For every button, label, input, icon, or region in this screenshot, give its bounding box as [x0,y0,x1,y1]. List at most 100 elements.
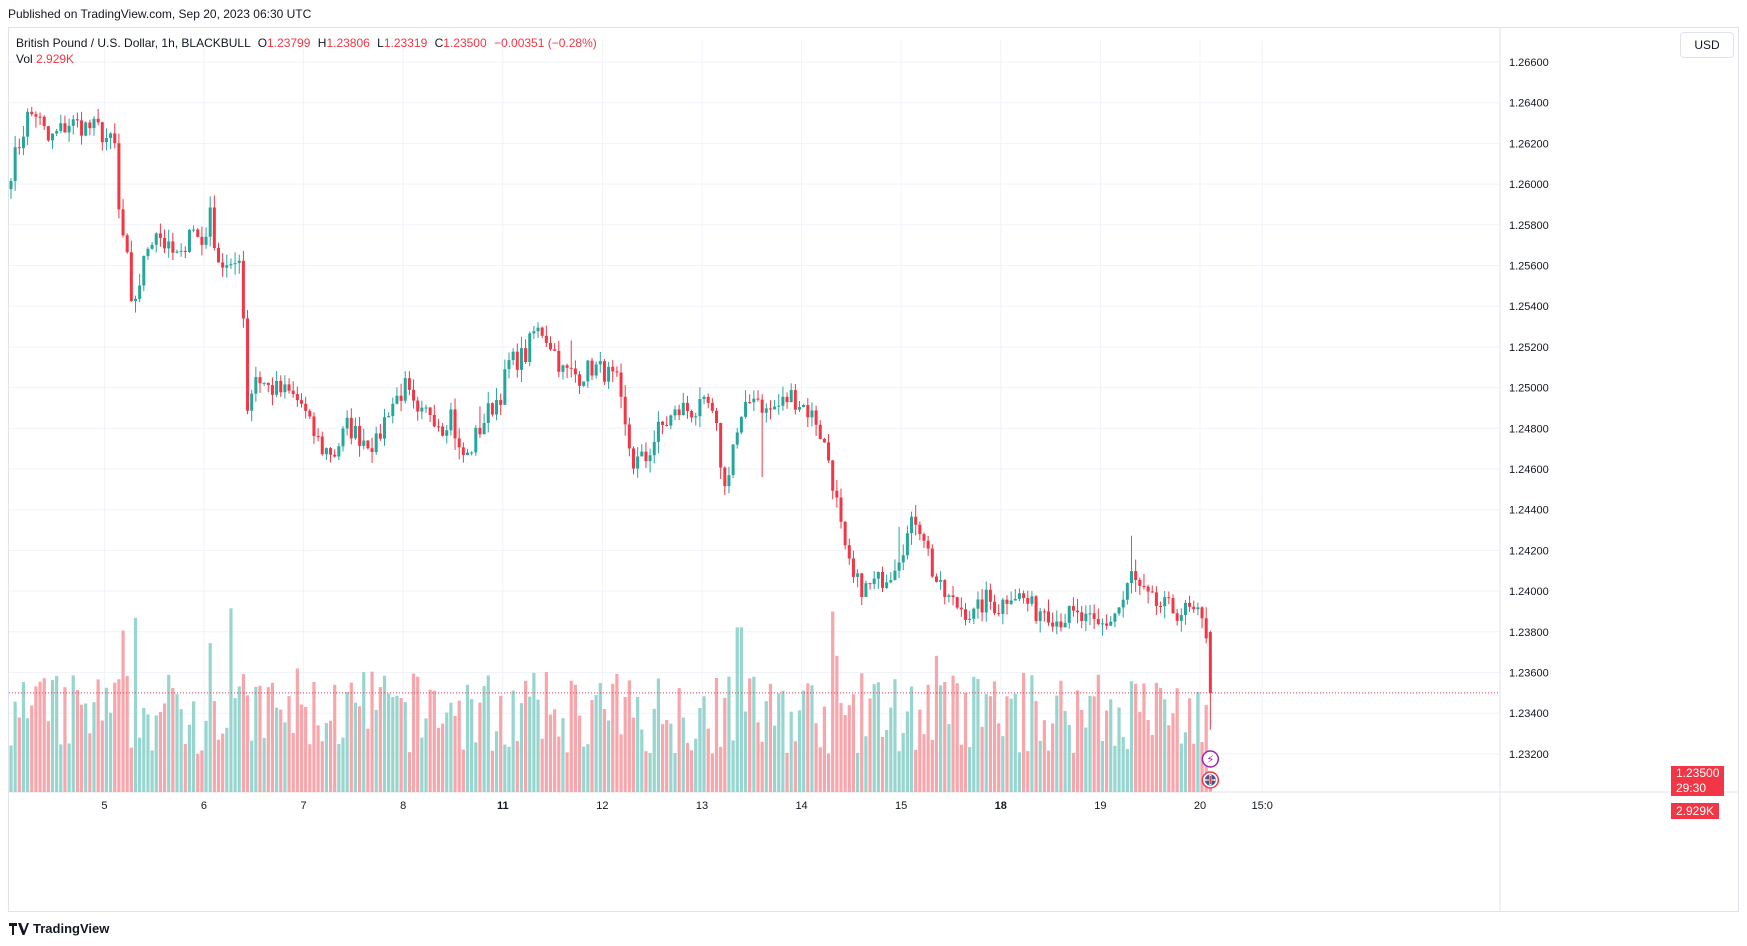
volume-bar [673,752,677,792]
symbol-title[interactable]: British Pound / U.S. Dollar, 1h, BLACKBU… [16,36,251,50]
candle-body [63,123,67,133]
time-tick-label: 6 [201,800,207,812]
volume-bar [212,701,216,792]
volume-bar [922,734,926,792]
volume-bar [46,721,50,792]
volume-bar [735,627,739,792]
volume-label[interactable]: Vol [16,52,33,66]
volume-bar [636,697,640,792]
candle-body [1150,591,1154,593]
footer-brand[interactable]: TradingView [9,921,109,936]
candle-body [860,573,864,597]
volume-bar [640,729,644,792]
candle-body [436,426,440,428]
candle-body [922,534,926,541]
volume-bar [1109,699,1113,792]
time-tick-label: 18 [995,800,1007,812]
volume-bar [1038,740,1042,792]
volume-bar [50,680,55,792]
volume-bar [283,722,287,792]
price-tick-label: 1.23800 [1509,627,1549,639]
volume-bar [515,741,519,792]
candle-body [652,441,656,456]
candle-body [1022,593,1026,598]
candle-body [1179,614,1183,621]
volume-bar [304,706,308,792]
candle-body [627,424,631,449]
volume-bar [519,703,524,792]
volume-bar [229,608,233,792]
candle-body [827,442,831,461]
candle-body [445,430,449,436]
volume-bar [162,703,167,792]
candle-body [1042,611,1046,613]
volume-bar [221,733,225,792]
candle-body [204,236,208,245]
candlesticks [9,106,1500,730]
price-tick-label: 1.24200 [1509,545,1549,557]
candle-body [623,396,627,425]
candle-body [885,582,889,588]
volume-bar [387,693,391,792]
volume-bar [295,668,299,792]
candle-body [926,540,930,549]
candle-body [868,583,872,585]
candle-body [92,118,96,129]
volume-bar [602,708,607,792]
volume-bar [399,698,403,792]
volume-bar [681,717,685,792]
volume-bar [1175,688,1179,792]
chart-frame [8,27,1739,912]
candle-body [125,235,129,253]
candle-body [972,608,976,619]
candle-body [897,562,901,571]
close-value: 1.23500 [443,36,487,50]
volume-bar [92,702,96,792]
volume-bar [1138,711,1142,792]
volume-bar [1154,682,1158,792]
candle-body [250,393,254,411]
tradingview-logo-icon [9,922,29,935]
volume-bar [743,711,748,792]
volume-bar [963,692,968,792]
volume-bar [138,737,142,792]
volume-bar [947,724,951,792]
candle-body [864,583,868,597]
time-tick-label: 8 [400,800,406,812]
volume-bar [677,688,681,792]
volume-bar [142,707,146,792]
candle-body [1130,571,1133,584]
price-tick-label: 1.25400 [1509,301,1549,313]
volume-bar [976,678,980,792]
candle-body [735,432,739,445]
volume-bar [499,695,503,792]
candle-body [984,589,988,613]
currency-button[interactable]: USD [1680,32,1734,58]
volume-bar [391,697,395,792]
volume-bar [208,643,212,792]
volume-bar [237,686,241,792]
volume-bar [557,736,561,792]
volume-bar [997,723,1001,792]
candle-body [810,410,814,418]
candle-body [673,409,677,416]
candle-body [221,262,225,268]
volume-bar [337,743,341,792]
candle-body [615,371,619,373]
volume-bar [1034,701,1038,792]
volume-bar [67,743,71,792]
volume-bar [341,737,345,792]
volume-bar [9,745,13,792]
candle-body [428,407,432,416]
candle-body [914,516,918,525]
candle-body [158,233,162,238]
volume-bar [565,752,569,792]
candle-body [366,440,370,449]
volume-bar [1017,752,1022,792]
volume-bar [1196,691,1200,792]
candle-body [308,410,312,417]
candle-body [843,521,847,546]
volume-bar [1084,727,1088,792]
candle-body [598,361,602,365]
